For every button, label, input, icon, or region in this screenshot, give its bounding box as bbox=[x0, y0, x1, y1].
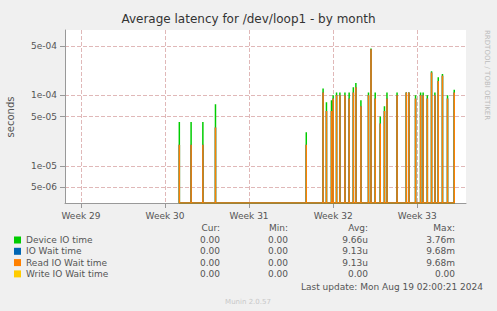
svg-text:Write IO Wait time: Write IO Wait time bbox=[26, 269, 109, 279]
svg-text:Device IO time: Device IO time bbox=[26, 235, 93, 245]
svg-text:Week 30: Week 30 bbox=[146, 211, 185, 221]
svg-text:Cur:: Cur: bbox=[201, 223, 220, 233]
svg-text:1e-04: 1e-04 bbox=[31, 90, 57, 100]
svg-text:Read IO Wait time: Read IO Wait time bbox=[26, 258, 108, 268]
svg-text:Week 33: Week 33 bbox=[398, 211, 437, 221]
svg-text:0.00: 0.00 bbox=[348, 269, 368, 279]
svg-text:3.76m: 3.76m bbox=[426, 235, 455, 245]
svg-text:9.66u: 9.66u bbox=[342, 235, 368, 245]
svg-text:0.00: 0.00 bbox=[268, 258, 288, 268]
svg-text:0.00: 0.00 bbox=[200, 246, 220, 256]
svg-text:RRDTOOL / TOBI OETIKER: RRDTOOL / TOBI OETIKER bbox=[483, 30, 491, 120]
svg-text:1e-05: 1e-05 bbox=[31, 161, 57, 171]
svg-text:Max:: Max: bbox=[433, 223, 455, 233]
svg-text:Avg:: Avg: bbox=[348, 223, 368, 233]
svg-text:5e-05: 5e-05 bbox=[31, 112, 57, 122]
svg-text:9.68m: 9.68m bbox=[426, 258, 455, 268]
svg-text:IO Wait time: IO Wait time bbox=[26, 246, 82, 256]
svg-text:0.00: 0.00 bbox=[200, 235, 220, 245]
svg-text:Week 31: Week 31 bbox=[230, 211, 269, 221]
svg-text:9.13u: 9.13u bbox=[342, 246, 368, 256]
svg-text:0.00: 0.00 bbox=[268, 269, 288, 279]
svg-text:Munin 2.0.57: Munin 2.0.57 bbox=[225, 298, 271, 306]
svg-text:5e-06: 5e-06 bbox=[31, 182, 57, 192]
svg-text:Week 32: Week 32 bbox=[314, 211, 353, 221]
svg-text:0.00: 0.00 bbox=[268, 235, 288, 245]
svg-text:Week 29: Week 29 bbox=[61, 211, 100, 221]
svg-text:0.00: 0.00 bbox=[268, 246, 288, 256]
svg-text:0.00: 0.00 bbox=[200, 258, 220, 268]
svg-text:9.13u: 9.13u bbox=[342, 258, 368, 268]
svg-text:0.00: 0.00 bbox=[200, 269, 220, 279]
svg-text:Average latency for /dev/loop1: Average latency for /dev/loop1 - by mont… bbox=[121, 12, 375, 26]
svg-text:Last update: Mon Aug 19 02:00:: Last update: Mon Aug 19 02:00:21 2024 bbox=[301, 282, 483, 292]
svg-text:9.68m: 9.68m bbox=[426, 246, 455, 256]
svg-text:5e-04: 5e-04 bbox=[31, 41, 57, 51]
svg-text:Min:: Min: bbox=[269, 223, 288, 233]
svg-text:seconds: seconds bbox=[5, 97, 16, 138]
svg-text:0.00: 0.00 bbox=[435, 269, 455, 279]
